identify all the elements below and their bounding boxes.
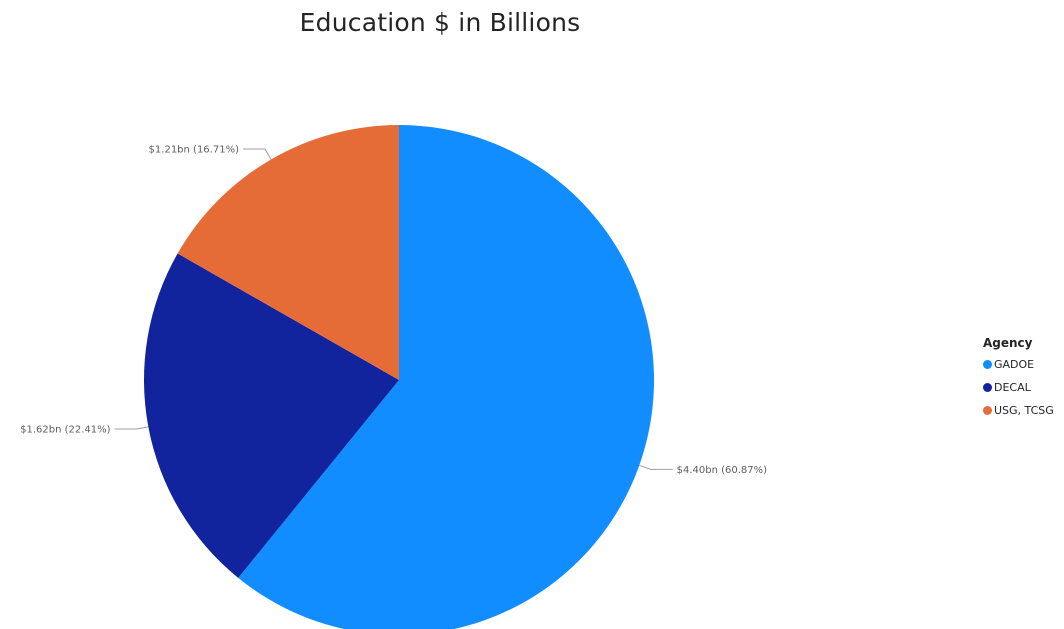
legend: Agency GADOE DECAL USG, TCSG bbox=[983, 336, 1054, 422]
legend-swatch-usg-tcsg bbox=[983, 406, 992, 415]
pie-data-labels: $4.40bn (60.87%) $1.62bn (22.41%) $1.21bn … bbox=[20, 145, 767, 476]
pie-slice-usg-tcsg[interactable] bbox=[177, 125, 399, 380]
leader-line-usg-tcsg bbox=[242, 148, 272, 160]
pie-slice-decal[interactable] bbox=[144, 253, 399, 578]
data-label-decal: $1.62bn (22.41%) bbox=[20, 425, 111, 436]
legend-item-usg-tcsg[interactable]: USG, TCSG bbox=[983, 399, 1054, 422]
leader-line-decal bbox=[114, 426, 149, 430]
chart-title: Education $ in Billions bbox=[299, 8, 581, 37]
legend-title: Agency bbox=[983, 336, 1033, 350]
legend-label-gadoe: GADOE bbox=[994, 358, 1035, 371]
pie-slices bbox=[144, 125, 654, 629]
data-label-usg-tcsg: $1.21bn (16.71%) bbox=[149, 145, 240, 156]
legend-label-usg-tcsg: USG, TCSG bbox=[994, 404, 1054, 417]
pie-slice-gadoe[interactable] bbox=[238, 125, 654, 629]
legend-swatch-gadoe bbox=[983, 360, 992, 369]
legend-item-decal[interactable]: DECAL bbox=[983, 376, 1054, 399]
legend-swatch-decal bbox=[983, 383, 992, 392]
leader-line-gadoe bbox=[639, 464, 673, 470]
legend-item-gadoe[interactable]: GADOE bbox=[983, 353, 1054, 376]
legend-label-decal: DECAL bbox=[994, 381, 1031, 394]
data-label-gadoe: $4.40bn (60.87%) bbox=[677, 465, 768, 476]
